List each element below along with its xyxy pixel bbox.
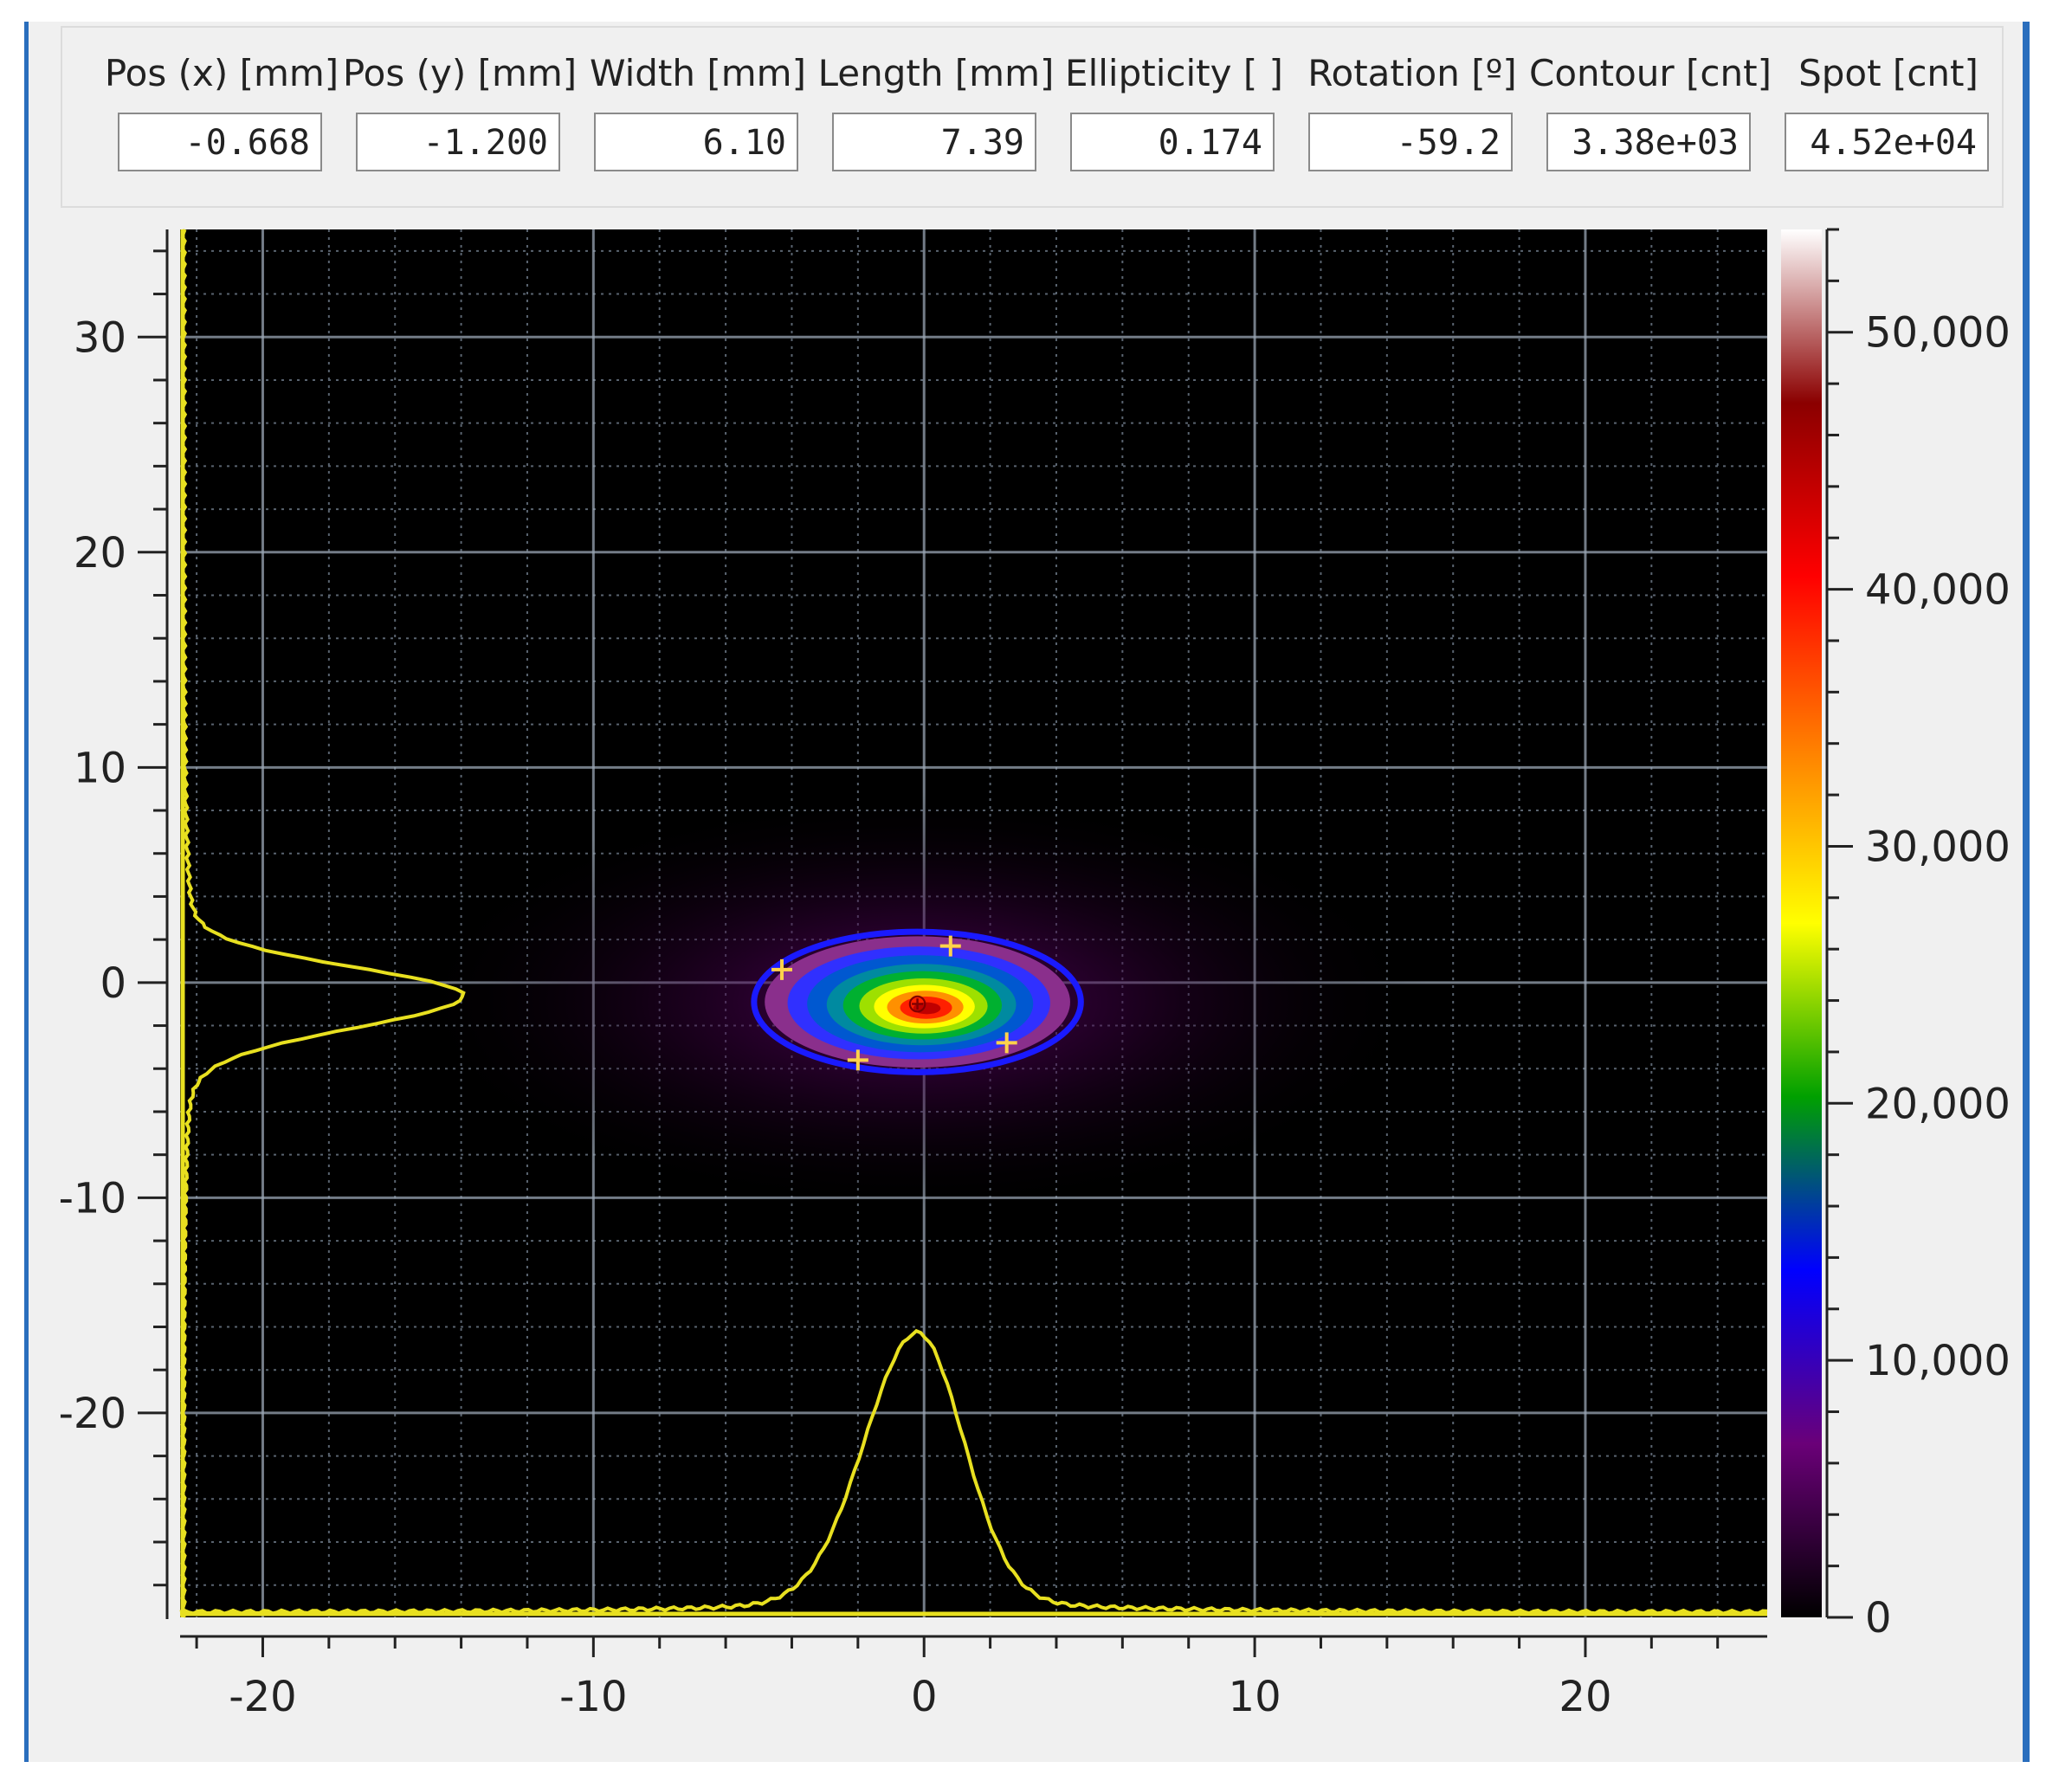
x-tick-label: -20	[229, 1673, 296, 1721]
y-tick-label: 0	[100, 959, 126, 1008]
stat-rotation-field[interactable]: -59.2	[1308, 113, 1513, 171]
window-left-border	[24, 22, 29, 1762]
y-tick-label: -20	[59, 1390, 126, 1438]
colorbar-tick-label: 20,000	[1865, 1080, 2011, 1128]
stat-pos-y-label: Pos (y) [mm]	[342, 52, 578, 94]
stat-pos-x-label: Pos (x) [mm]	[104, 52, 339, 94]
stat-contour-field[interactable]: 3.38e+03	[1546, 113, 1751, 171]
colorbar-tick-label: 50,000	[1865, 309, 2011, 358]
stat-spot-label: Spot [cnt]	[1798, 52, 1978, 94]
beam-spot-layer	[913, 1002, 941, 1015]
stat-width-field[interactable]: 6.10	[594, 113, 798, 171]
stat-length-label: Length [mm]	[817, 52, 1055, 94]
colorbar-tick-label: 40,000	[1865, 566, 2011, 615]
window-right-border	[2023, 22, 2030, 1762]
stat-pos-y-field[interactable]: -1.200	[356, 113, 560, 171]
beam-stats-panel: Pos (x) [mm] -0.668 Pos (y) [mm] -1.200 …	[61, 26, 2004, 208]
x-tick-label: 20	[1559, 1673, 1611, 1721]
y-tick-label: 20	[74, 529, 126, 578]
stat-pos-x-field[interactable]: -0.668	[118, 113, 322, 171]
stat-ellipticity-field[interactable]: 0.174	[1070, 113, 1275, 171]
colorbar-tick-label: 30,000	[1865, 823, 2011, 871]
colorbar-gradient	[1781, 229, 1822, 1617]
ellipse-axis-marker	[847, 1049, 868, 1071]
x-tick-label: 10	[1229, 1673, 1281, 1721]
colorbar-tick-label: 0	[1865, 1594, 1892, 1642]
stat-width-label: Width [mm]	[590, 52, 806, 94]
colorbar-tick-label: 10,000	[1865, 1337, 2011, 1385]
stat-rotation-label: Rotation [º]	[1307, 52, 1517, 94]
x-tick-label: -10	[559, 1673, 627, 1721]
y-tick-label: -10	[59, 1174, 126, 1223]
centroid-marker: ⊕	[907, 989, 928, 1019]
ellipse-axis-marker	[771, 958, 793, 980]
x-tick-label: 0	[911, 1673, 938, 1721]
y-tick-label: 30	[74, 313, 126, 362]
stat-contour-label: Contour [cnt]	[1529, 52, 1772, 94]
stat-ellipticity-label: Ellipticity [ ]	[1065, 52, 1283, 94]
y-tick-label: 10	[74, 744, 126, 792]
ellipse-axis-marker	[996, 1032, 1017, 1054]
ellipse-axis-marker	[939, 935, 961, 957]
x-intensity-profile	[179, 1328, 1768, 1616]
beam-contour	[751, 928, 1084, 1075]
stat-spot-field[interactable]: 4.52e+04	[1785, 113, 1989, 171]
stat-length-field[interactable]: 7.39	[832, 113, 1036, 171]
